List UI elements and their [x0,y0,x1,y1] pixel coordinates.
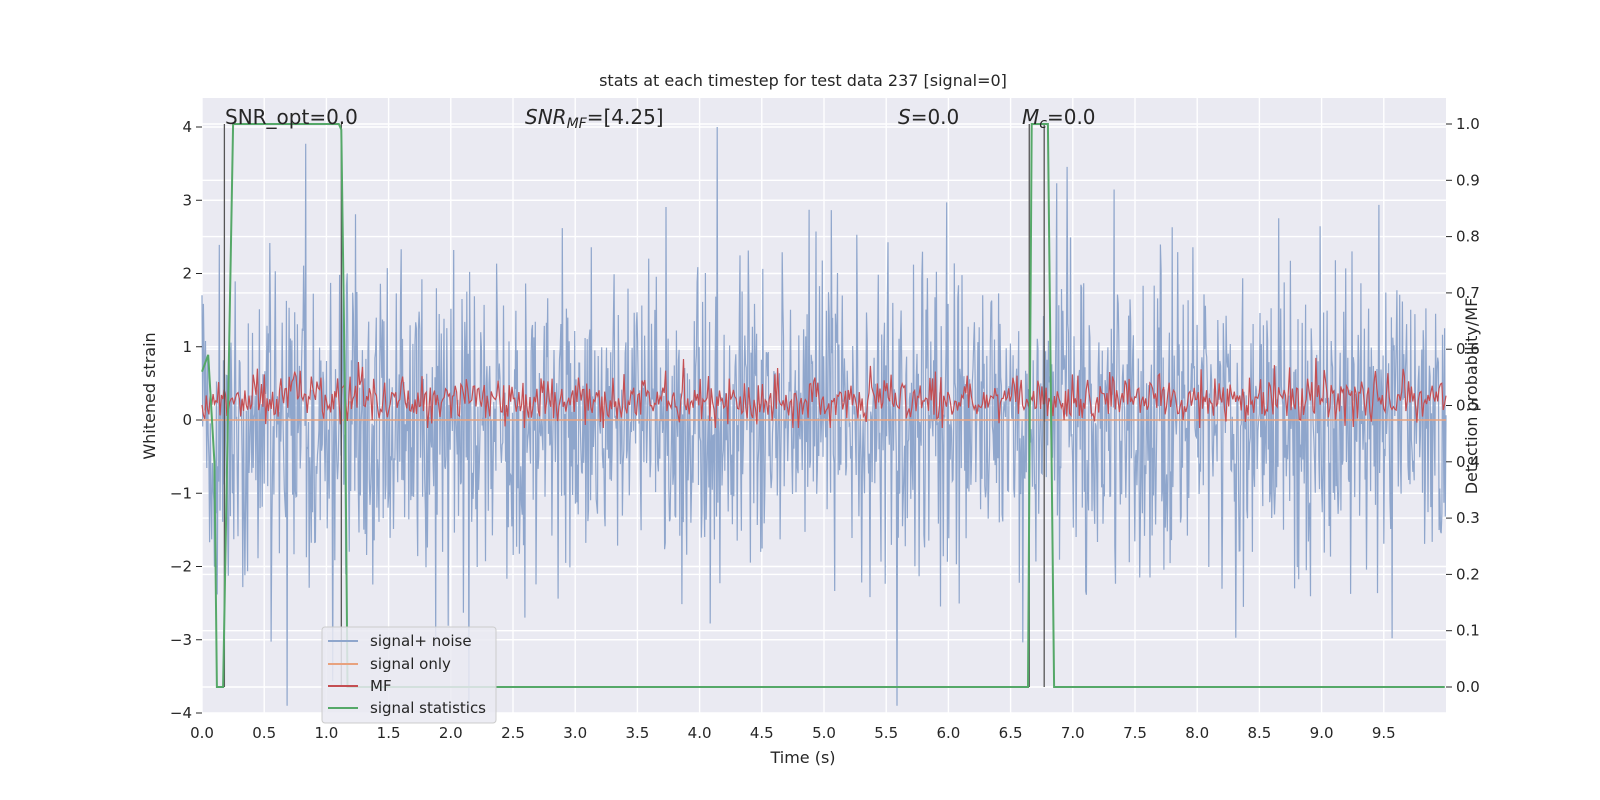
signal-statistics-line [201,123,1445,688]
x-axis-ticks: 0.0 0.5 1.0 1.5 2.0 2.5 3.0 3.5 4.0 4.5 5.0 5.5 6.0 6… [190,724,1396,742]
legend-label-signal-noise: signal+ noise [370,632,472,650]
x-tick-label: 6.0 [936,724,960,742]
legend: signal+ noise signal only MF signal stat… [321,626,497,724]
x-tick-label: 4.0 [688,724,712,742]
legend-box [321,626,497,724]
annotation-snr-mf: SNRMF=[4.25] [525,105,664,132]
annotation-mc-main: M [1022,105,1039,129]
y2-tick-label: 0.2 [1456,565,1480,583]
annotation-mc-sub: c [1039,116,1047,132]
x-axis-label: Time (s) [769,748,835,767]
y-tick-label: 1 [182,338,192,356]
x-tick-label: 2.5 [501,724,525,742]
y-tick-label: −4 [170,704,192,722]
y-tick-label: −3 [170,631,192,649]
y-tick-label: −2 [170,558,192,576]
series-layer [201,123,1447,706]
signal-noise-line [201,126,1447,706]
y2-tick-label: 0.9 [1456,171,1480,189]
x-tick-label: 8.0 [1185,724,1209,742]
y-tick-label: 2 [182,265,192,283]
y2-tick-label: 0.0 [1456,678,1480,696]
annotation-snr-mf-sub: MF [567,116,588,132]
x-tick-label: 9.0 [1310,724,1334,742]
x-tick-label: 1.5 [377,724,401,742]
legend-label-signal-statistics: signal statistics [370,699,486,717]
x-tick-label: 4.5 [750,724,774,742]
y-tick-label: 0 [182,411,192,429]
x-tick-label: 5.5 [874,724,898,742]
x-tick-label: 0.0 [190,724,214,742]
right-y-axis-ticks: 1.0 0.9 0.8 0.7 0.6 0.5 0.4 0.3 0.2 0.1 0.0 [1446,115,1480,696]
x-tick-label: 2.0 [439,724,463,742]
annotation-s-value: =0.0 [911,105,960,129]
y2-tick-label: 0.4 [1456,453,1480,471]
x-tick-label: 3.0 [563,724,587,742]
annotation-mc-value: =0.0 [1047,105,1096,129]
annotation-snr-opt: SNR_opt=0.0 [225,105,358,129]
x-tick-label: 7.0 [1061,724,1085,742]
mf-line [201,357,1447,429]
legend-label-signal-only: signal only [370,655,451,673]
x-tick-label: 3.5 [625,724,649,742]
annotation-mc: Mc=0.0 [1022,105,1096,132]
y2-tick-label: 0.7 [1456,284,1480,302]
annotation-s: S=0.0 [898,105,959,129]
x-tick-label: 5.0 [812,724,836,742]
x-tick-label: 7.5 [1123,724,1147,742]
y2-tick-label: 0.3 [1456,509,1480,527]
annotation-snr-mf-main: SNR [525,105,567,129]
annotation-s-main: S [898,105,911,129]
x-tick-label: 9.5 [1372,724,1396,742]
right-y-axis-label: Detection probability/MF [1462,298,1481,495]
y-tick-label: 4 [182,118,192,136]
left-y-axis-ticks: 4 3 2 1 0 −1 −2 −3 −4 [170,118,202,722]
chart-title: stats at each timestep for test data 237… [599,71,1007,90]
y2-tick-label: 0.5 [1456,397,1480,415]
y-tick-label: 3 [182,191,192,209]
legend-label-mf: MF [370,677,392,695]
y2-tick-label: 1.0 [1456,115,1480,133]
annotation-snr-mf-value: =[4.25] [587,105,664,129]
x-tick-label: 8.5 [1247,724,1271,742]
x-tick-label: 1.0 [314,724,338,742]
y-axis-label: Whitened strain [140,332,159,459]
y-tick-label: −1 [170,484,192,502]
x-tick-label: 6.5 [999,724,1023,742]
y2-tick-label: 0.6 [1456,340,1480,358]
y2-tick-label: 0.1 [1456,622,1480,640]
y2-tick-label: 0.8 [1456,228,1480,246]
x-tick-label: 0.5 [252,724,276,742]
